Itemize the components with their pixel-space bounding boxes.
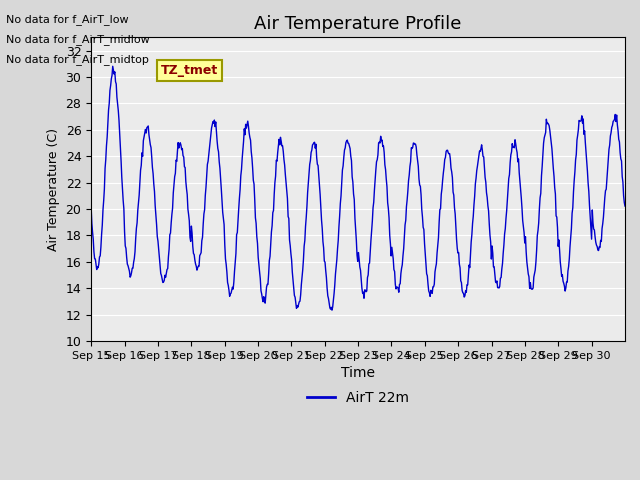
Text: No data for f_AirT_low: No data for f_AirT_low [6, 13, 129, 24]
Legend: AirT 22m: AirT 22m [301, 385, 415, 410]
Text: No data for f_AirT_midtop: No data for f_AirT_midtop [6, 54, 149, 65]
Text: No data for f_AirT_midlow: No data for f_AirT_midlow [6, 34, 150, 45]
X-axis label: Time: Time [341, 366, 375, 381]
Y-axis label: Air Temperature (C): Air Temperature (C) [47, 128, 60, 251]
Title: Air Temperature Profile: Air Temperature Profile [254, 15, 462, 33]
Text: TZ_tmet: TZ_tmet [161, 64, 218, 77]
